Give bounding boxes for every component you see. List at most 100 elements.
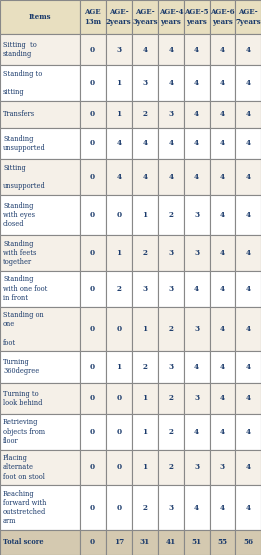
Text: 3: 3: [168, 503, 173, 512]
Text: 0: 0: [90, 211, 95, 219]
Text: 4: 4: [246, 139, 251, 148]
Text: 4: 4: [194, 79, 199, 87]
Text: 0: 0: [90, 538, 95, 547]
Text: 4: 4: [168, 46, 173, 54]
Bar: [210, 195, 235, 235]
Bar: [132, 414, 158, 450]
Bar: [235, 195, 261, 235]
Bar: [158, 485, 184, 530]
Text: 4: 4: [194, 428, 199, 436]
Bar: [235, 101, 261, 128]
Bar: [132, 128, 158, 159]
Bar: [158, 530, 184, 555]
Text: 4: 4: [220, 363, 225, 371]
Bar: [80, 450, 106, 485]
Bar: [158, 159, 184, 195]
Bar: [0, 0, 80, 34]
Text: AGE-
3years: AGE- 3years: [132, 8, 158, 26]
Text: Transfers: Transfers: [3, 110, 35, 118]
Text: 4: 4: [246, 285, 251, 292]
Bar: [184, 351, 210, 382]
Bar: [106, 306, 132, 351]
Text: 4: 4: [246, 79, 251, 87]
Bar: [210, 271, 235, 306]
Bar: [132, 65, 158, 101]
Bar: [106, 530, 132, 555]
Text: 1: 1: [142, 325, 147, 333]
Text: 4: 4: [246, 173, 251, 181]
Text: 0: 0: [90, 110, 95, 118]
Bar: [106, 0, 132, 34]
Bar: [0, 351, 80, 382]
Bar: [184, 414, 210, 450]
Bar: [210, 159, 235, 195]
Bar: [158, 306, 184, 351]
Text: 1: 1: [116, 363, 121, 371]
Bar: [80, 65, 106, 101]
Bar: [210, 306, 235, 351]
Text: Standing
unsupported: Standing unsupported: [3, 135, 46, 152]
Bar: [158, 382, 184, 414]
Text: 3: 3: [142, 285, 147, 292]
Text: AGE-
7years: AGE- 7years: [235, 8, 261, 26]
Text: Reaching
forward with
outstretched
arm: Reaching forward with outstretched arm: [3, 490, 46, 526]
Bar: [0, 235, 80, 271]
Bar: [184, 65, 210, 101]
Bar: [158, 351, 184, 382]
Text: 4: 4: [220, 428, 225, 436]
Text: 3: 3: [168, 363, 173, 371]
Bar: [158, 195, 184, 235]
Bar: [106, 101, 132, 128]
Text: 1: 1: [142, 428, 147, 436]
Text: 1: 1: [142, 211, 147, 219]
Text: 51: 51: [192, 538, 202, 547]
Bar: [132, 159, 158, 195]
Bar: [158, 128, 184, 159]
Text: Placing
alternate
foot on stool: Placing alternate foot on stool: [3, 454, 45, 481]
Text: 4: 4: [220, 46, 225, 54]
Text: AGE-4
years: AGE-4 years: [159, 8, 183, 26]
Text: 0: 0: [90, 394, 95, 402]
Bar: [0, 159, 80, 195]
Text: Standing to

sitting: Standing to sitting: [3, 70, 42, 97]
Text: 0: 0: [90, 249, 95, 257]
Bar: [158, 0, 184, 34]
Text: AGE-6
years: AGE-6 years: [210, 8, 235, 26]
Text: 4: 4: [142, 139, 147, 148]
Bar: [80, 128, 106, 159]
Bar: [235, 128, 261, 159]
Bar: [80, 159, 106, 195]
Text: 56: 56: [243, 538, 253, 547]
Bar: [235, 485, 261, 530]
Text: 0: 0: [116, 394, 121, 402]
Text: 4: 4: [194, 503, 199, 512]
Text: 0: 0: [90, 503, 95, 512]
Bar: [235, 530, 261, 555]
Text: 4: 4: [194, 173, 199, 181]
Bar: [184, 530, 210, 555]
Text: 4: 4: [246, 503, 251, 512]
Text: 4: 4: [220, 79, 225, 87]
Text: Retrieving
objects from
floor: Retrieving objects from floor: [3, 418, 45, 445]
Bar: [80, 414, 106, 450]
Text: 2: 2: [168, 428, 173, 436]
Bar: [80, 271, 106, 306]
Bar: [184, 195, 210, 235]
Bar: [132, 382, 158, 414]
Text: AGE
13m: AGE 13m: [84, 8, 101, 26]
Text: Turning
360degree: Turning 360degree: [3, 359, 39, 376]
Text: 4: 4: [194, 363, 199, 371]
Text: 0: 0: [90, 139, 95, 148]
Text: 4: 4: [168, 139, 173, 148]
Text: 4: 4: [220, 173, 225, 181]
Text: 4: 4: [246, 363, 251, 371]
Bar: [210, 0, 235, 34]
Bar: [106, 351, 132, 382]
Bar: [80, 34, 106, 65]
Bar: [0, 271, 80, 306]
Bar: [106, 414, 132, 450]
Text: 2: 2: [168, 211, 173, 219]
Bar: [158, 271, 184, 306]
Text: 0: 0: [90, 428, 95, 436]
Text: 3: 3: [116, 46, 121, 54]
